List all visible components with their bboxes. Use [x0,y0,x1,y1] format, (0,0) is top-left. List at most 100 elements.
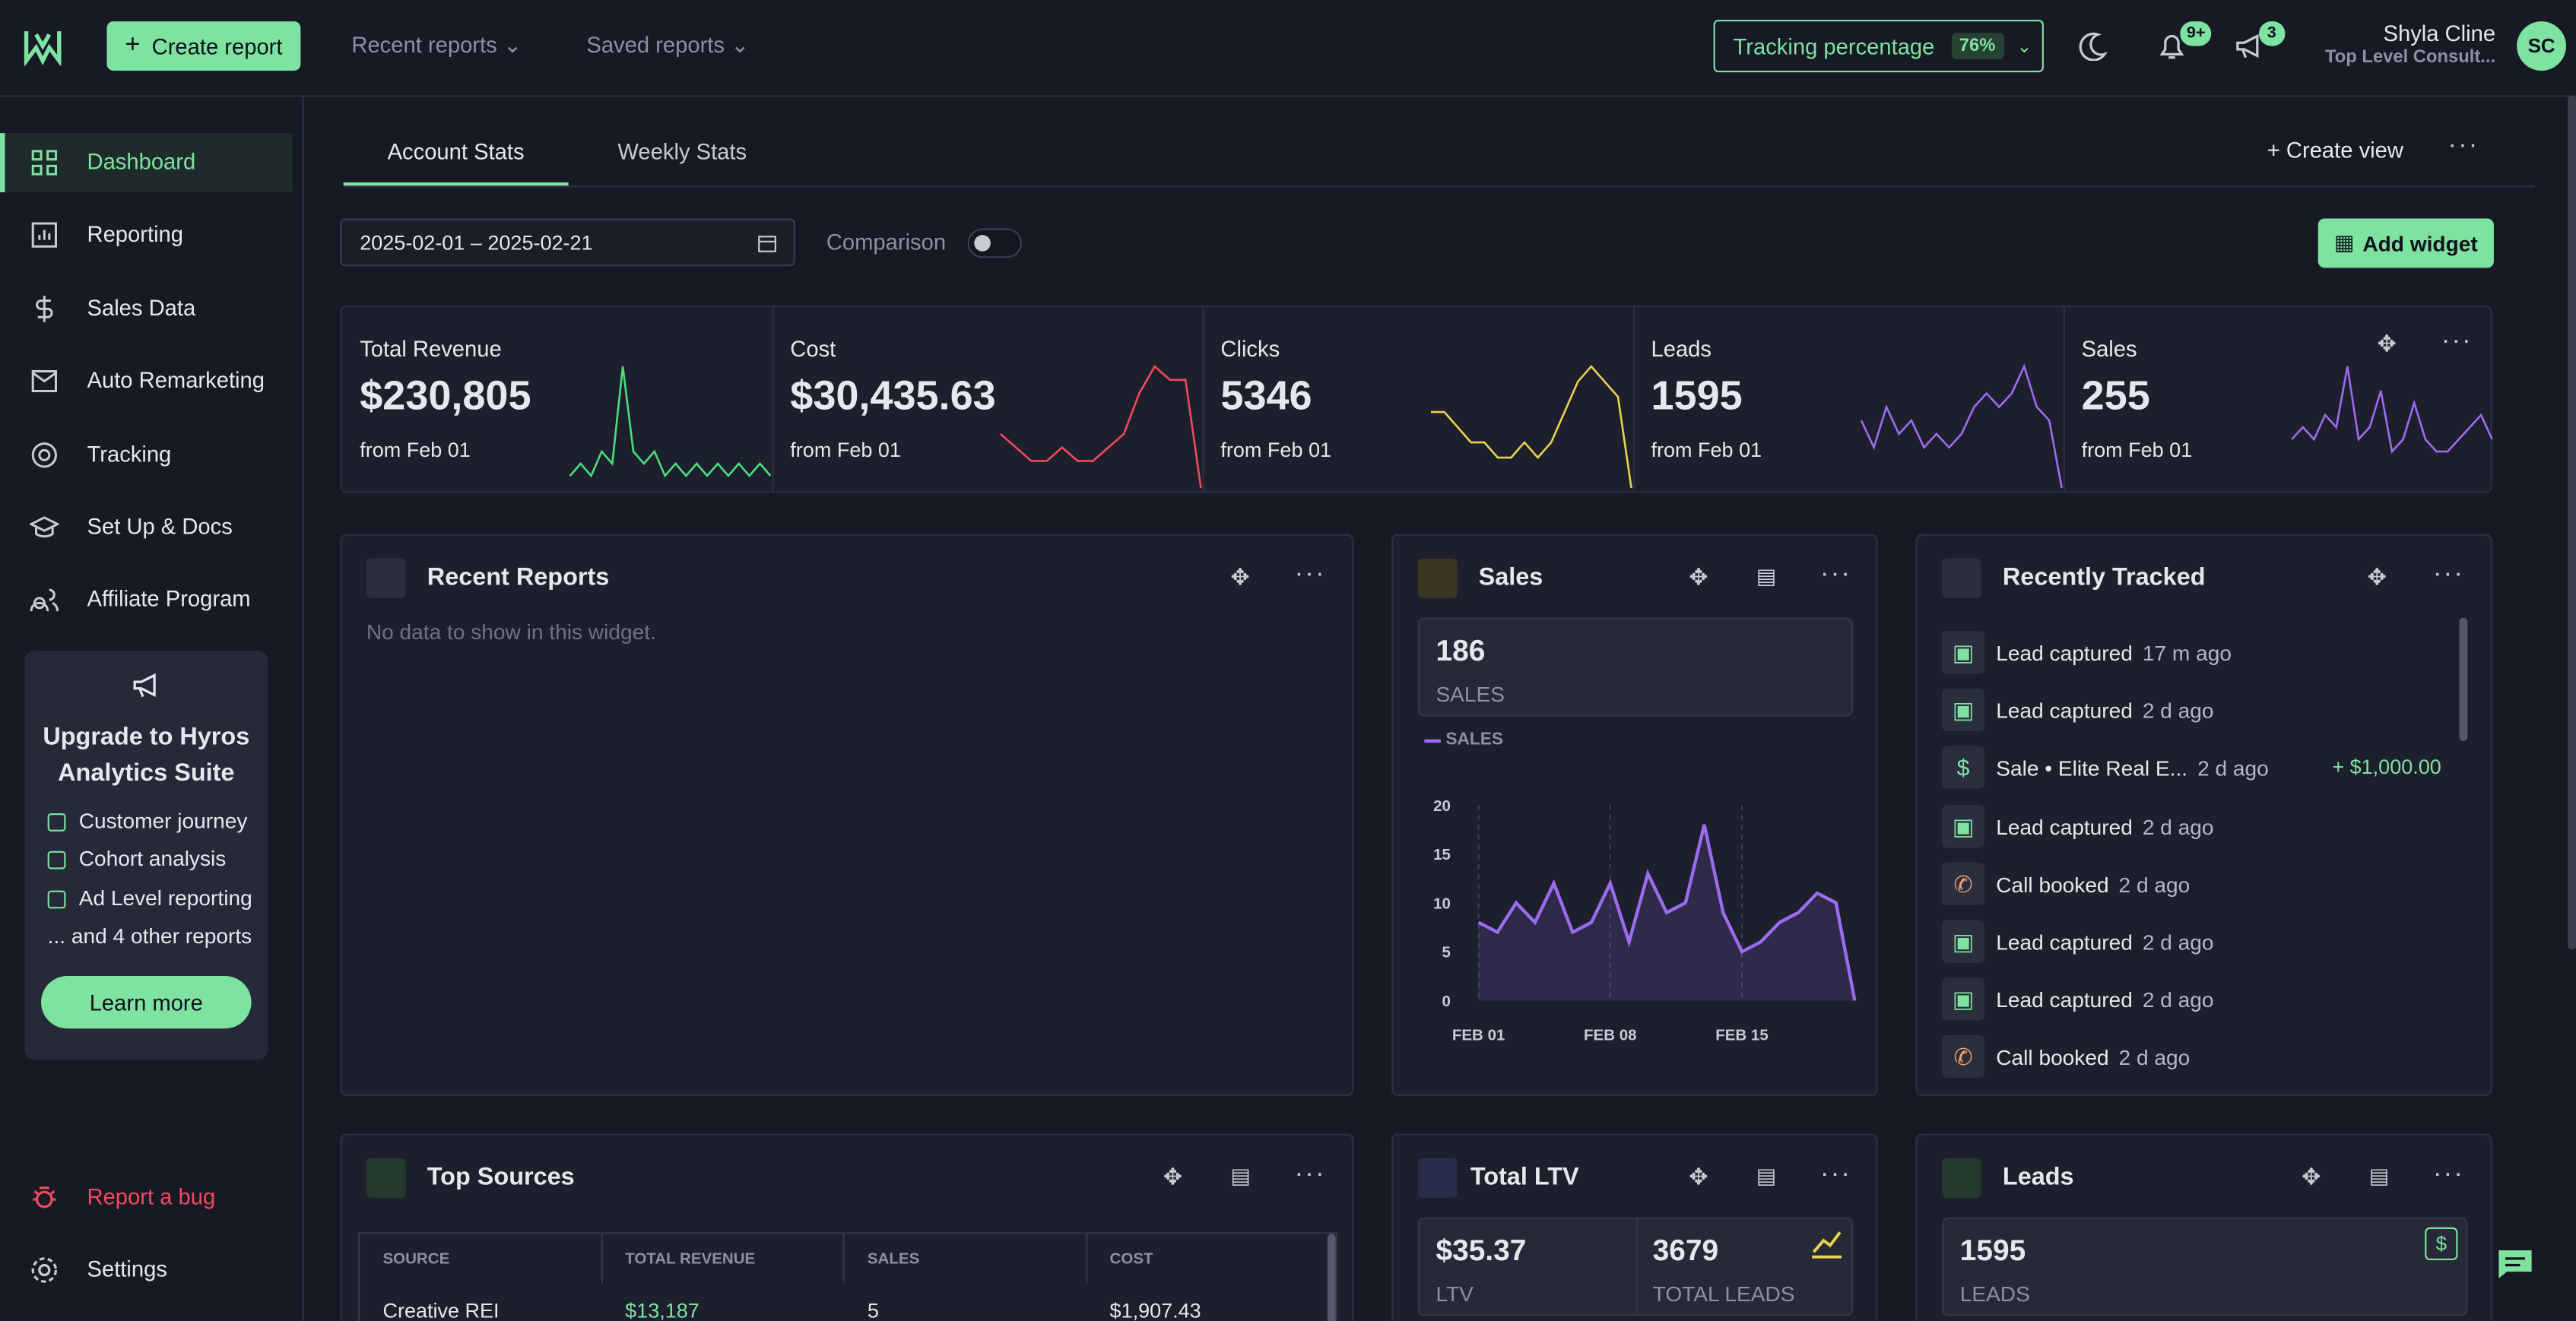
ltv-label: LTV [1436,1281,1474,1307]
sales-total-label: SALES [1436,682,1505,707]
nav-icon [31,223,57,249]
nav-item[interactable]: Sales Data [87,295,196,321]
leads-summary: 1595 LEADS $ [1941,1217,2468,1316]
stat-divider [1202,307,1204,492]
sales-total: 186 [1436,634,1486,667]
report-icon[interactable]: ▤ [2368,1163,2390,1188]
move-handle[interactable]: ✥ [2377,330,2397,357]
table-cell: $1,907.43 [1109,1299,1201,1321]
nav-item[interactable]: Affiliate Program [87,587,251,612]
user-company: Top Level Consult... [2325,47,2496,68]
move-handle[interactable]: ✥ [2367,563,2387,591]
move-handle[interactable]: ✥ [2302,1163,2321,1190]
create-view-button[interactable]: + Create view [2267,138,2403,163]
stat-divider [772,307,774,492]
report-icon[interactable]: ▤ [1230,1163,1251,1188]
event-name: Lead captured [1996,987,2133,1013]
nav-icon [29,516,59,538]
more-menu[interactable]: ··· [2432,1160,2465,1188]
chat-button[interactable] [2494,1246,2536,1282]
saved-reports-label: Saved reports [586,33,725,58]
event-icon: ▣ [1941,631,1985,674]
report-icon[interactable]: ▤ [1756,1163,1777,1188]
more-menu[interactable]: ··· [1294,1160,1326,1188]
widget-title: Sales [1478,563,1543,592]
nav-icon-path [31,442,57,467]
sparkline-line [2291,366,2493,454]
move-handle[interactable]: ✥ [1230,563,1250,591]
widget-icon [1417,558,1458,598]
bug-icon [33,1186,56,1209]
report-icon[interactable]: ▤ [1756,563,1777,588]
widget-title: Recent Reports [427,563,610,592]
date-range-input[interactable]: 2025-02-01 – 2025-02-21 [340,218,795,267]
event-row: Lead captured 2 d ago [1996,814,2213,838]
theme-toggle[interactable] [2078,31,2108,61]
sales-widget: Sales ✥ ▤ ··· 186 SALES SALES 0 5 10 15 20 FEB… [1391,534,1878,1096]
nav-item[interactable]: Set Up & Docs [87,514,233,540]
tracking-label: Tracking percentage [1733,33,1935,59]
event-time: 2 d ago [2142,987,2214,1013]
settings-link[interactable]: Settings [87,1256,167,1282]
comparison-toggle[interactable] [967,228,1022,258]
widget-icon [366,558,406,598]
more-menu[interactable]: ··· [2448,131,2479,160]
nav-item[interactable]: Auto Remarketing [87,368,265,394]
learn-more-button[interactable]: Learn more [41,976,252,1029]
tracking-percentage[interactable]: Tracking percentage 76% ⌄ [1713,19,2044,73]
recent-reports-menu[interactable]: Recent reports ⌄ [351,33,522,58]
more-menu[interactable]: ··· [1294,560,1326,588]
more-menu[interactable]: ··· [2441,327,2473,355]
report-bug-link[interactable]: Report a bug [87,1184,216,1210]
widget-title: Top Sources [427,1163,575,1192]
nav-icon [36,295,53,322]
comparison-label: Comparison [826,230,947,255]
nav-icon [31,370,57,393]
sidebar [0,97,304,1321]
add-widget-button[interactable]: ▦ Add widget [2317,218,2494,268]
stats-row: Total Revenue $230,805 from Feb 01 Cost $30,… [340,306,2493,493]
nav-item[interactable]: Tracking [87,441,172,467]
event-icon: ▣ [1941,804,1985,847]
stat-divider [1632,307,1635,492]
event-time: 2 d ago [2142,699,2214,724]
scrollbar[interactable] [2459,617,2468,741]
notifications-icon[interactable] [2156,30,2188,62]
more-menu[interactable]: ··· [1820,1160,1852,1188]
event-row: Lead captured 17 m ago [1996,641,2232,665]
y-tick-label: 20 [1433,797,1451,815]
more-menu[interactable]: ··· [1820,560,1852,588]
line [1477,824,1857,1001]
recently-tracked-widget: Recently Tracked ✥ ··· ▣ Lead captured 17 … [1915,534,2492,1096]
move-handle[interactable]: ✥ [1689,1163,1708,1190]
stat-label: Leads [1651,337,1712,362]
page-scrollbar[interactable] [2568,95,2576,950]
event-time: 2 d ago [2197,756,2269,781]
table-cell: 5 [867,1299,879,1321]
event-row: Call booked 2 d ago [1996,1046,2190,1070]
active-nav-highlight [0,133,293,192]
nav-item[interactable]: Reporting [87,222,184,248]
event-time: 2 d ago [2142,930,2214,955]
saved-reports-menu[interactable]: Saved reports ⌄ [586,33,750,58]
announcements-icon[interactable] [2232,30,2265,62]
more-menu[interactable]: ··· [2432,560,2465,588]
column-divider [1085,1234,1087,1284]
scrollbar[interactable] [1327,1234,1336,1321]
total-leads-label: TOTAL LEADS [1652,1281,1795,1307]
create-report-button[interactable]: + Create report [106,21,301,71]
move-handle[interactable]: ✥ [1163,1163,1183,1190]
sparkline [1430,365,1632,489]
tab[interactable]: Account Stats [387,139,525,165]
avatar[interactable]: SC [2517,21,2567,71]
sparkline [569,366,772,478]
nav-item[interactable]: Dashboard [87,149,196,175]
tab[interactable]: Weekly Stats [617,139,747,165]
event-name: Lead captured [1996,699,2133,724]
column-header: TOTAL REVENUE [625,1250,756,1269]
stat-label: Clicks [1220,337,1280,362]
move-handle[interactable]: ✥ [1689,563,1708,591]
table-cell: Creative REI [382,1299,500,1321]
